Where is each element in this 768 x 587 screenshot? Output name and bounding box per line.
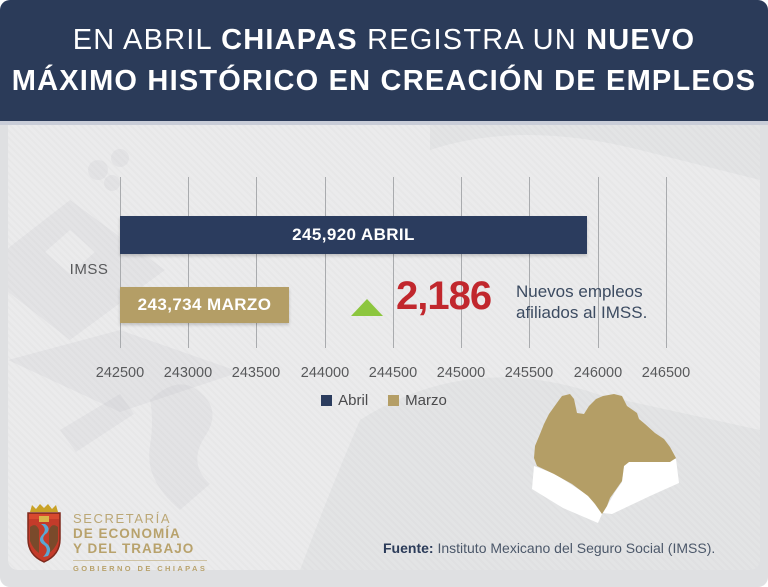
legend-swatch-marzo-icon xyxy=(388,395,400,406)
title-part: REGISTRA UN xyxy=(357,23,587,56)
legend-swatch-abril-icon xyxy=(321,395,333,406)
secretaria-logo: SECRETARÍA DE ECONOMÍA Y DEL TRABAJO GOB… xyxy=(24,503,208,573)
map-base-right xyxy=(603,459,679,514)
gridline xyxy=(461,177,462,348)
delta-value: 2,186 xyxy=(396,274,492,318)
source-text: Instituto Mexicano del Seguro Social (IM… xyxy=(433,540,716,556)
x-tick: 243000 xyxy=(163,365,213,381)
x-tick: 244000 xyxy=(300,365,350,381)
map-shape xyxy=(534,394,676,514)
logo-text: SECRETARÍA DE ECONOMÍA Y DEL TRABAJO GOB… xyxy=(73,503,208,573)
x-tick: 244500 xyxy=(368,365,418,381)
gridline xyxy=(529,177,530,348)
bar-marzo: 243,734 MARZO xyxy=(120,287,289,323)
chiapas-map xyxy=(532,394,679,523)
header-banner: EN ABRIL CHIAPAS REGISTRA UN NUEVO MÁXIM… xyxy=(0,0,768,125)
title-line-1: EN ABRIL CHIAPAS REGISTRA UN NUEVO xyxy=(73,20,696,61)
title-part: EN ABRIL xyxy=(72,23,222,56)
logo-line-2: DE ECONOMÍA xyxy=(73,526,181,541)
gridline xyxy=(666,177,667,348)
legend-item-marzo: Marzo xyxy=(388,392,447,409)
gridline xyxy=(393,177,394,348)
gridline xyxy=(188,177,189,348)
delta-caption: Nuevos empleos afiliados al IMSS. xyxy=(516,281,647,323)
logo-line-1: SECRETARÍA xyxy=(73,511,172,526)
logo-line-3: Y DEL TRABAJO xyxy=(73,541,195,556)
gridline xyxy=(598,177,599,348)
x-tick: 246000 xyxy=(573,365,623,381)
title-part-bold: CHIAPAS xyxy=(221,23,358,56)
bar-abril-label: 245,920 ABRIL xyxy=(292,225,415,244)
delta-caption-line1: Nuevos empleos xyxy=(516,282,643,301)
gridline xyxy=(120,177,121,348)
legend-label-abril: Abril xyxy=(338,392,369,409)
logo-subline: GOBIERNO DE CHIAPAS xyxy=(73,564,208,573)
bar-marzo-label: 243,734 MARZO xyxy=(137,295,272,314)
legend-item-abril: Abril xyxy=(321,392,368,409)
logo-divider xyxy=(73,560,208,561)
x-tick: 245000 xyxy=(436,365,486,381)
delta-caption-line2: afiliados al IMSS. xyxy=(516,303,648,322)
map-base-left xyxy=(532,466,602,523)
source-note: Fuente: Instituto Mexicano del Seguro So… xyxy=(383,540,715,556)
gridline xyxy=(256,177,257,348)
x-tick: 242500 xyxy=(95,365,145,381)
gridline xyxy=(325,177,326,348)
x-tick: 245500 xyxy=(504,365,554,381)
legend-label-marzo: Marzo xyxy=(405,392,447,409)
x-tick: 243500 xyxy=(231,365,281,381)
bar-abril: 245,920 ABRIL xyxy=(120,216,587,254)
title-line-2: MÁXIMO HISTÓRICO EN CREACIÓN DE EMPLEOS xyxy=(11,64,757,97)
chiapas-coat-of-arms-icon xyxy=(27,504,61,563)
source-label: Fuente: xyxy=(383,540,434,556)
increase-arrow-icon xyxy=(351,299,383,316)
x-tick: 246500 xyxy=(641,365,691,381)
chart-legend: Abril Marzo xyxy=(0,392,768,409)
axis-group-label: IMSS xyxy=(69,261,109,278)
title-part-bold: NUEVO xyxy=(586,23,696,56)
